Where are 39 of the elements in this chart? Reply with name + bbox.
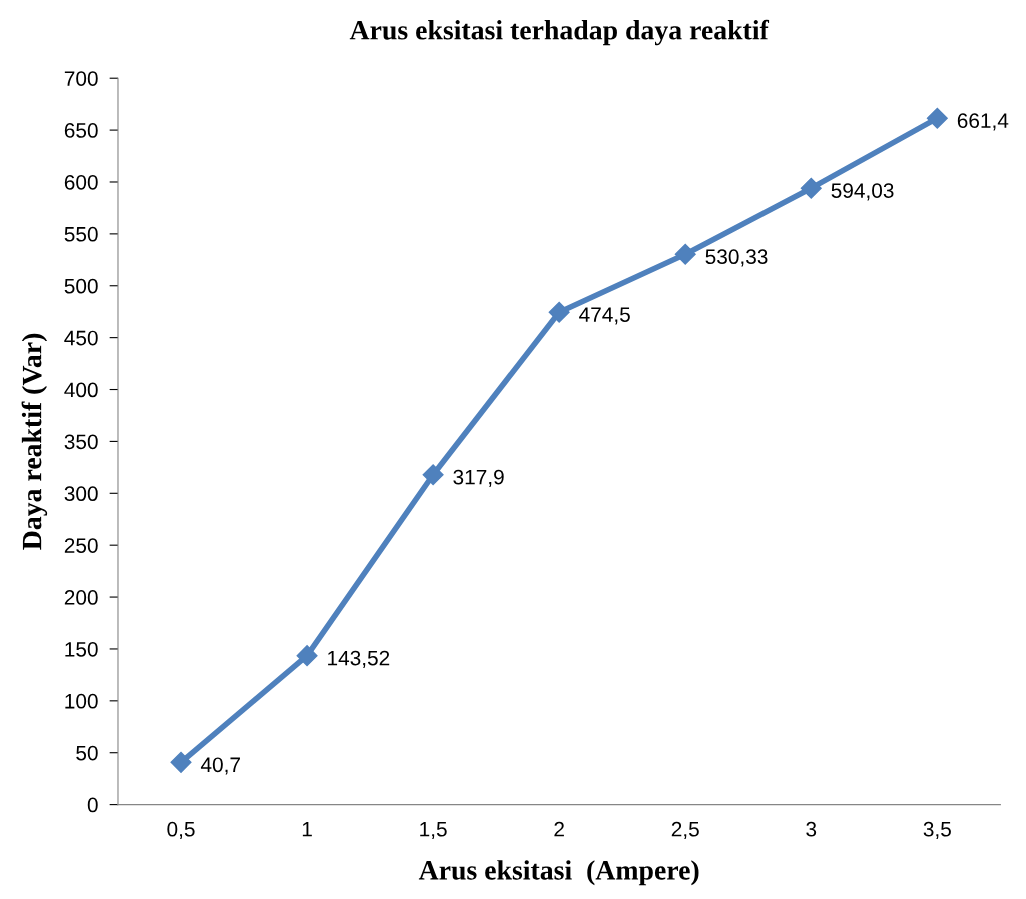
data-label: 530,33 <box>705 249 768 267</box>
y-tick-label: 550 <box>64 226 98 242</box>
y-tick-label: 500 <box>64 278 98 294</box>
data-label: 474,5 <box>579 307 630 325</box>
y-tick-label: 100 <box>65 693 98 709</box>
y-tick-label: 250 <box>64 538 98 553</box>
point <box>674 243 696 265</box>
y-tick-label: 300 <box>64 486 98 502</box>
y-tick-label: 0 <box>87 797 98 813</box>
x-tick-label: 1 <box>302 822 312 837</box>
data-label: 143,52 <box>328 650 390 668</box>
x-tick-label: 0,5 <box>167 821 195 840</box>
x-axis-title: Arus eksitasi (Ampere) <box>418 860 699 886</box>
data-label: 40,7 <box>200 757 240 775</box>
y-tick-label: 200 <box>64 590 98 605</box>
data-label: 594,03 <box>831 183 894 201</box>
x-tick-label: 3,5 <box>923 821 951 840</box>
point <box>548 301 570 323</box>
point <box>170 751 192 773</box>
y-tick-label: 400 <box>64 382 98 398</box>
y-tick-label: 350 <box>64 434 98 450</box>
y-tick-label: 50 <box>76 745 98 761</box>
point <box>926 107 948 129</box>
data-label: 317,9 <box>453 469 504 487</box>
y-tick-label: 450 <box>64 330 98 346</box>
chart-title: Arus eksitasi terhadap daya reaktif <box>349 19 770 46</box>
x-tick-label: 2,5 <box>671 821 699 840</box>
point <box>296 645 318 667</box>
point <box>422 464 444 486</box>
y-tick-label: 600 <box>64 174 98 190</box>
point <box>800 177 822 199</box>
y-tick-label: 650 <box>64 123 98 138</box>
x-tick-label: 3 <box>806 821 817 837</box>
x-tick-label: 1,5 <box>420 822 447 840</box>
y-axis-title: Daya reaktif (Var) <box>21 333 48 550</box>
y-tick-label: 150 <box>65 641 98 657</box>
x-tick-label: 2 <box>554 821 564 837</box>
y-tick-label: 700 <box>64 71 98 86</box>
data-label: 661,4 <box>957 113 1009 131</box>
